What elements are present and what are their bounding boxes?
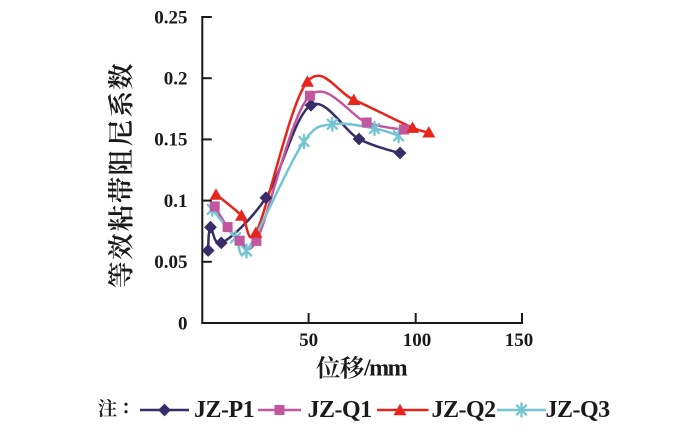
svg-text:JZ-Q2: JZ-Q2 — [432, 397, 496, 423]
svg-text:0.05: 0.05 — [154, 252, 187, 273]
svg-text:0: 0 — [178, 313, 188, 334]
svg-text:0.2: 0.2 — [164, 69, 188, 90]
svg-text:0.15: 0.15 — [154, 130, 187, 151]
svg-text:100: 100 — [403, 330, 432, 351]
svg-text:50: 50 — [299, 330, 318, 351]
svg-text:0.25: 0.25 — [154, 7, 187, 28]
svg-text:JZ-P1: JZ-P1 — [194, 397, 254, 423]
svg-text:150: 150 — [505, 330, 534, 351]
svg-text:JZ-Q1: JZ-Q1 — [308, 397, 372, 423]
svg-text:0.1: 0.1 — [164, 191, 188, 212]
svg-text:JZ-Q3: JZ-Q3 — [546, 397, 611, 423]
svg-text:/mm: /mm — [363, 356, 408, 382]
